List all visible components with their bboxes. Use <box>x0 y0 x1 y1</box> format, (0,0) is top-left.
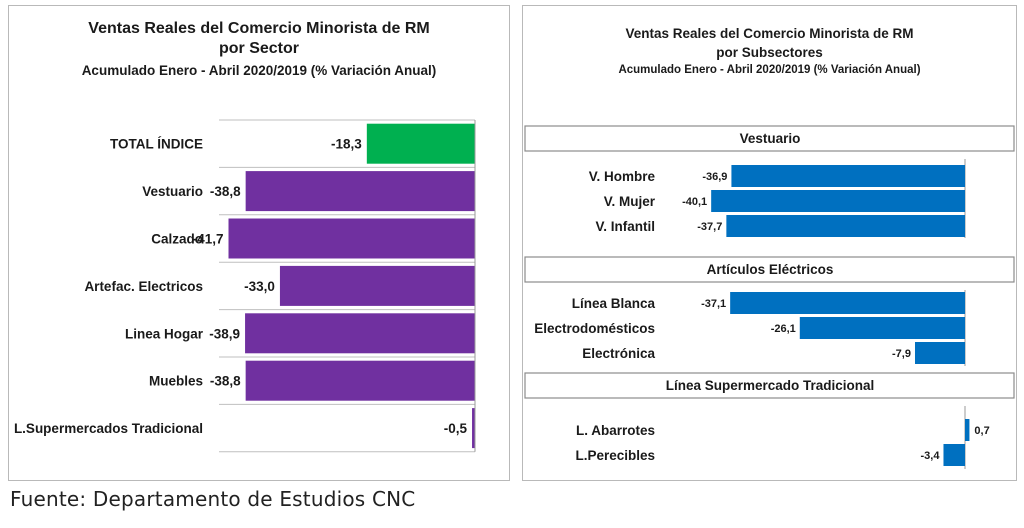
group-header: Vestuario <box>740 131 801 146</box>
value-label: -36,9 <box>702 171 727 183</box>
category-label: TOTAL ÍNDICE <box>110 137 203 152</box>
bar-2-0 <box>965 419 970 441</box>
bar-2 <box>228 218 475 259</box>
subsector-chart-title: Ventas Reales del Comercio Minorista de … <box>625 26 914 41</box>
value-label: -0,5 <box>444 421 468 436</box>
bar-0 <box>366 123 475 164</box>
bar-0-2 <box>726 215 965 237</box>
bar-1-2 <box>914 342 965 364</box>
value-label: -3,4 <box>921 450 941 462</box>
category-label: L.Perecibles <box>575 448 655 463</box>
category-label: L.Supermercados Tradicional <box>14 421 203 436</box>
sector-chart-subtitle: por Sector <box>218 40 299 57</box>
value-label: -40,1 <box>682 196 707 208</box>
bar-0-0 <box>731 165 965 187</box>
subsector-chart-subtitle: por Subsectores <box>716 45 823 60</box>
category-label: Electrodomésticos <box>534 321 655 336</box>
bar-6 <box>472 408 475 449</box>
value-label: 0,7 <box>974 425 989 437</box>
value-label: -26,1 <box>771 323 796 335</box>
subsector-chart-period: Acumulado Enero - Abril 2020/2019 (% Var… <box>618 64 921 76</box>
value-label: -38,9 <box>209 326 240 341</box>
category-label: Vestuario <box>142 184 203 199</box>
value-label: -38,8 <box>210 184 241 199</box>
category-label: Muebles <box>149 374 203 389</box>
group-header: Línea Supermercado Tradicional <box>666 378 875 393</box>
value-label: -37,1 <box>701 298 726 310</box>
value-label: -18,3 <box>331 137 362 152</box>
category-label: Línea Blanca <box>572 296 656 311</box>
category-label: Linea Hogar <box>125 326 204 341</box>
bar-1 <box>245 171 475 212</box>
category-label: V. Infantil <box>595 219 655 234</box>
sector-chart-title: Ventas Reales del Comercio Minorista de … <box>88 20 430 37</box>
sector-chart-panel: Ventas Reales del Comercio Minorista de … <box>8 5 510 481</box>
value-label: -41,7 <box>193 232 224 247</box>
sector-chart-plot: -18,3 TOTAL ÍNDICE -38,8 Vestuario -41,7Calz… <box>14 119 476 453</box>
bar-3 <box>279 265 475 306</box>
group-header-box <box>524 372 1015 399</box>
category-label: Calzado <box>151 232 203 247</box>
bar-4 <box>245 313 475 354</box>
sector-chart-period: Acumulado Enero - Abril 2020/2019 (% Var… <box>81 63 437 78</box>
bar-0-1 <box>711 190 965 212</box>
bar-5 <box>245 360 475 401</box>
bar-1-1 <box>799 317 965 339</box>
group-header-box <box>524 256 1015 283</box>
group-header: Artículos Eléctricos <box>707 262 834 277</box>
category-label: L. Abarrotes <box>576 423 655 438</box>
subsector-chart-plot: Vestuario -36,9 V. Hombre -40,1 V. Mujer -37,… <box>524 125 1015 469</box>
source-note: Fuente: Departamento de Estudios CNC <box>10 487 416 511</box>
category-label: V. Mujer <box>604 194 656 209</box>
group-header-box <box>524 125 1015 152</box>
category-label: V. Hombre <box>589 169 656 184</box>
category-label: Electrónica <box>582 346 655 361</box>
subsector-chart-panel: Ventas Reales del Comercio Minorista de … <box>522 5 1017 481</box>
value-label: -37,7 <box>697 221 722 233</box>
bar-2-1 <box>943 444 965 466</box>
value-label: -38,8 <box>210 374 241 389</box>
category-label: Artefac. Electricos <box>84 279 203 294</box>
value-label: -33,0 <box>244 279 275 294</box>
bar-1-0 <box>730 292 965 314</box>
value-label: -7,9 <box>892 348 911 360</box>
